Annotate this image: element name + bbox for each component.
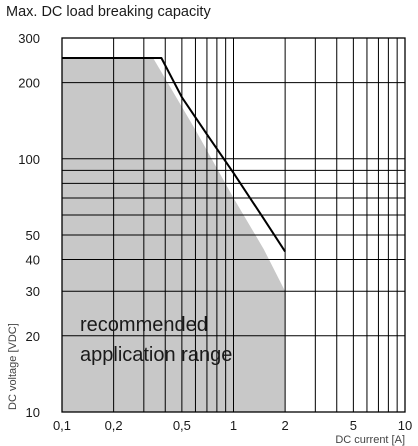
x-tick-label: 5 — [350, 418, 357, 433]
annotation-line-2: application range — [80, 344, 232, 366]
y-tick-label: 50 — [26, 228, 40, 243]
y-tick-label: 10 — [26, 405, 40, 420]
annotation-line-1: recommended — [80, 314, 208, 336]
plot-frame — [61, 37, 406, 413]
y-tick-label: 100 — [18, 152, 40, 167]
x-axis-label: DC current [A] — [335, 434, 405, 446]
y-tick-label: 200 — [18, 76, 40, 91]
tick-label-layer: 0,1 0,2 0,5 1 2 5 10 10 20 30 40 50 100 200 300 — [18, 31, 412, 433]
x-tick-label: 0,1 — [53, 418, 71, 433]
y-tick-label: 40 — [26, 253, 40, 268]
chart-title: Max. DC load breaking capacity — [6, 4, 211, 20]
series-line-0 — [62, 57, 286, 253]
x-tick-label: 10 — [398, 418, 412, 433]
annotation-layer: recommended application range — [80, 314, 232, 366]
x-tick-label: 0,2 — [105, 418, 123, 433]
y-tick-label: 300 — [18, 31, 40, 46]
x-tick-label: 2 — [282, 418, 289, 433]
y-axis-label: DC voltage [VDC] — [7, 323, 19, 410]
y-tick-label: 20 — [26, 329, 40, 344]
y-tick-label: 30 — [26, 284, 40, 299]
x-tick-label: 1 — [230, 418, 237, 433]
series-layer — [62, 57, 286, 253]
x-tick-label: 0,5 — [173, 418, 191, 433]
